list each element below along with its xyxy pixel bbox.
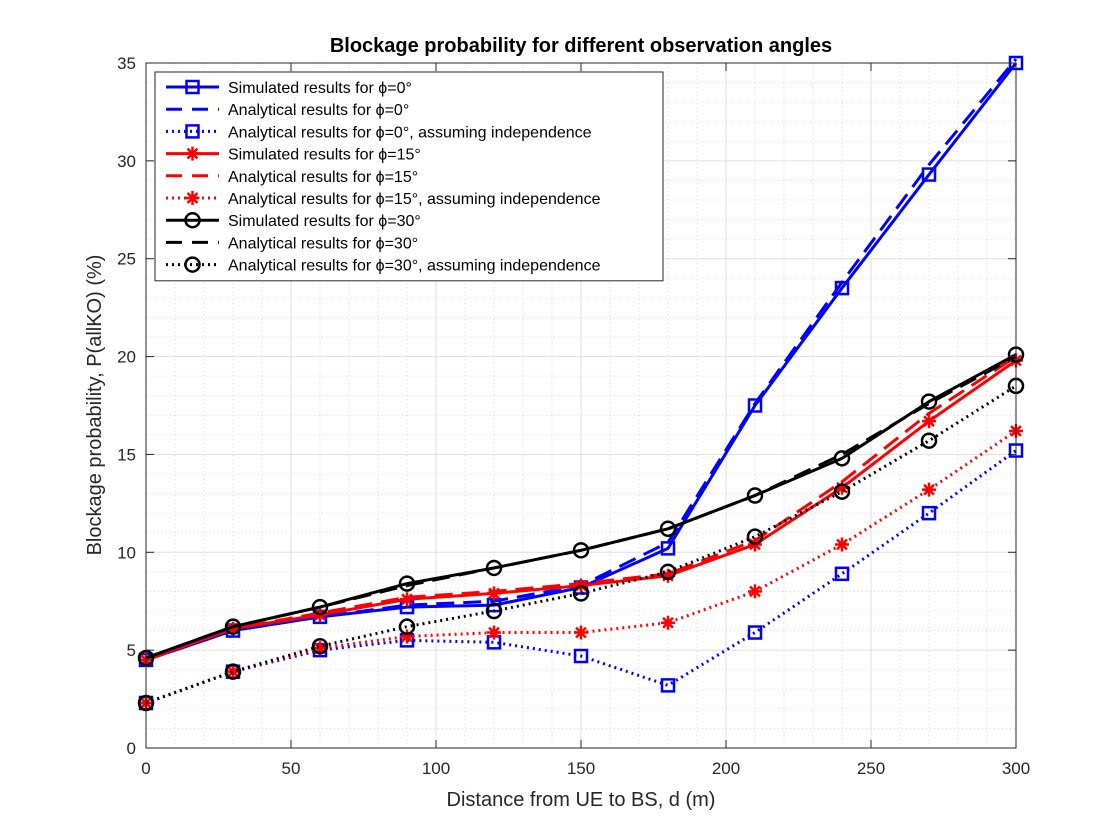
legend-item-6: Analytical results for ϕ=15°, assuming i… <box>166 191 601 208</box>
series-7-point <box>659 520 677 538</box>
series-3-line <box>145 449 1017 705</box>
series-layer <box>137 55 1025 712</box>
series-3-point <box>660 678 676 693</box>
series-9-point <box>833 483 851 500</box>
legend-item-1: Simulated results for ϕ=0° <box>166 79 412 97</box>
x-tick-label: 50 <box>282 759 301 778</box>
series-9 <box>137 377 1025 712</box>
legend-label: Analytical results for ϕ=0°, assuming in… <box>228 124 592 141</box>
series-9-point <box>746 528 764 545</box>
legend-item-9: Analytical results for ϕ=30°, assuming i… <box>166 256 601 275</box>
chart-title: Blockage probability for different obser… <box>330 35 832 57</box>
series-7-point <box>224 618 242 635</box>
series-3-point <box>573 648 589 664</box>
legend-item-8: Analytical results for ϕ=30° <box>166 235 418 252</box>
legend-label: Analytical results for ϕ=0° <box>228 102 409 119</box>
y-axis-label: Blockage probability, P(allKO) (%) <box>84 255 106 556</box>
legend-swatch-marker <box>184 211 201 229</box>
series-4-point <box>922 414 936 429</box>
legend-label: Analytical results for ϕ=30° <box>228 235 418 252</box>
y-tick-label: 5 <box>127 641 136 660</box>
x-tick-label: 100 <box>422 759 450 778</box>
legend-item-3: Analytical results for ϕ=0°, assuming in… <box>166 124 592 141</box>
y-tick-label: 10 <box>117 543 136 562</box>
series-4-point <box>661 568 675 583</box>
series-6-point <box>922 482 936 497</box>
legend-swatch-marker <box>184 256 201 273</box>
x-axis-label: Distance from UE to BS, d (m) <box>447 789 716 811</box>
x-tick-label: 150 <box>567 759 595 778</box>
x-tick-label: 0 <box>141 759 150 778</box>
series-9-point <box>398 618 416 635</box>
legend-item-2: Analytical results for ϕ=0° <box>166 102 409 119</box>
y-tick-label: 25 <box>117 250 136 269</box>
legend-label: Analytical results for ϕ=15°, assuming i… <box>228 191 601 208</box>
series-6-point <box>835 537 849 552</box>
series-6-point <box>487 625 501 640</box>
series-9-point <box>659 563 677 581</box>
series-9-point <box>485 602 503 620</box>
x-tick-label: 300 <box>1002 759 1030 778</box>
legend-box <box>154 71 664 282</box>
x-tick-label: 200 <box>712 759 740 778</box>
legend-swatch-marker <box>185 79 200 95</box>
legend-swatch-marker <box>185 146 200 161</box>
series-9-point <box>572 585 590 602</box>
legend-label: Simulated results for ϕ=30° <box>228 213 421 230</box>
series-6-point <box>574 625 588 640</box>
series-6-point <box>748 584 762 599</box>
legend-swatch-marker <box>185 191 200 205</box>
legend-item-7: Simulated results for ϕ=30° <box>166 211 421 230</box>
series-4-point <box>400 592 414 607</box>
legend-swatch-marker <box>185 124 200 139</box>
legend-item-4: Simulated results for ϕ=15° <box>166 146 421 164</box>
series-7-point <box>920 393 938 410</box>
series-4-point <box>487 586 501 601</box>
series-3-point <box>834 566 850 582</box>
series-3-point <box>921 505 937 521</box>
legend: Simulated results for ϕ=0° Analytical res… <box>154 71 664 282</box>
series-9-point <box>224 663 242 680</box>
series-5 <box>145 355 1017 662</box>
series-8 <box>145 355 1017 660</box>
x-tick-label: 250 <box>857 759 885 778</box>
legend-label: Simulated results for ϕ=15° <box>228 147 421 164</box>
series-6-point <box>661 615 675 630</box>
legend-label: Analytical results for ϕ=15° <box>228 169 418 186</box>
legend-label: Analytical results for ϕ=30°, assuming i… <box>228 258 601 275</box>
tick-layer: 0 50 100 150 200 250 300 0 5 10 15 20 25 30 35 <box>117 54 1030 778</box>
series-1-point <box>747 398 763 413</box>
series-8-line <box>145 355 1017 660</box>
series-9-point <box>920 432 938 449</box>
series-6-point <box>313 641 327 656</box>
legend-item-5: Analytical results for ϕ=15° <box>166 169 418 186</box>
legend-label: Simulated results for ϕ=0° <box>228 80 412 97</box>
series-5-line <box>145 355 1017 662</box>
y-tick-label: 20 <box>117 348 136 367</box>
y-tick-label: 35 <box>117 54 136 73</box>
series-4-point <box>835 480 849 495</box>
series-3-point <box>747 625 763 640</box>
y-tick-label: 0 <box>127 739 136 758</box>
series-7-point <box>746 487 764 504</box>
series-6-point <box>226 664 240 679</box>
series-6-point <box>400 629 414 644</box>
series-7-point <box>311 598 329 616</box>
y-tick-label: 30 <box>117 152 136 171</box>
series-9-point <box>311 637 329 655</box>
y-tick-label: 15 <box>117 445 136 464</box>
